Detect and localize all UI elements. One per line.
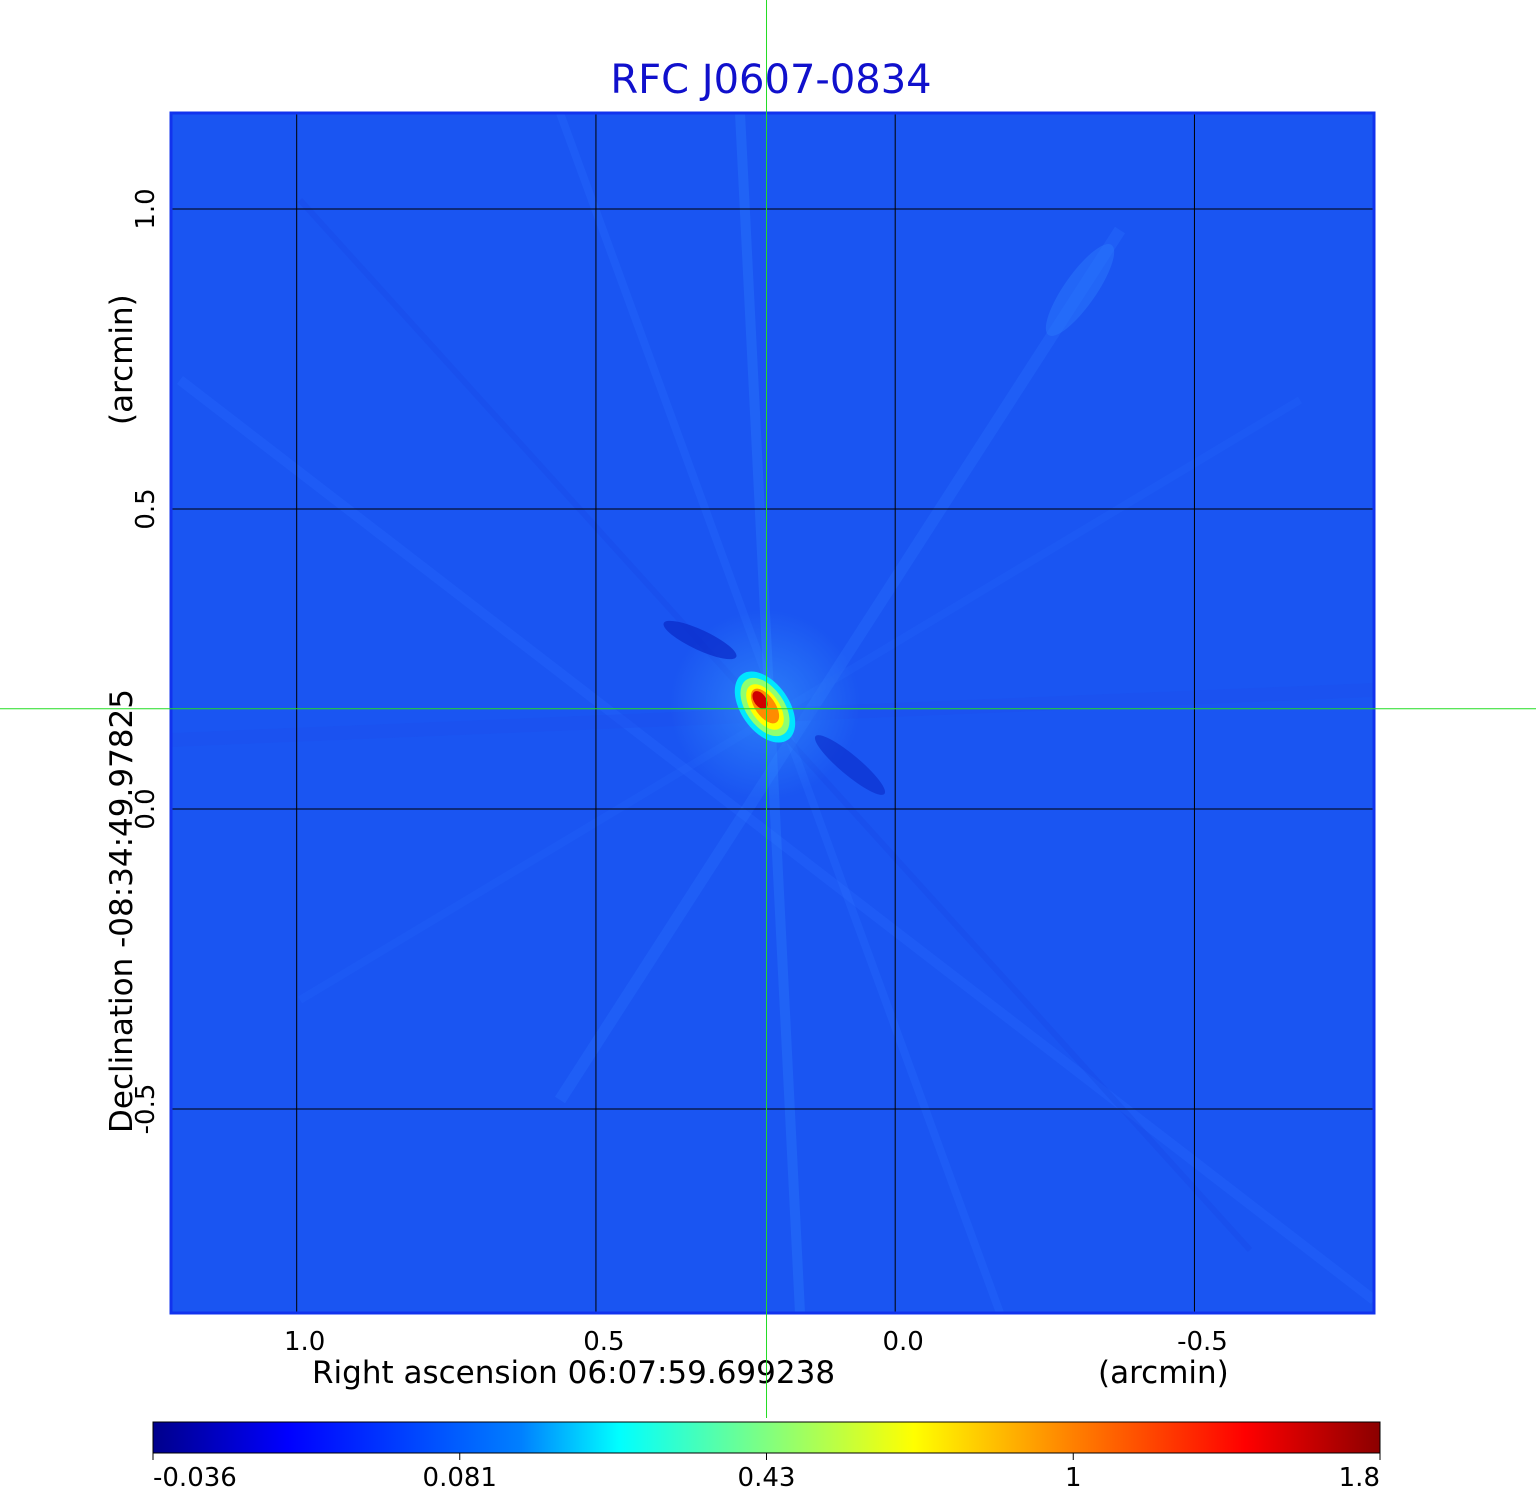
x-tick-label: 0.5 (583, 1327, 624, 1357)
x-tick-label: 1.0 (284, 1327, 325, 1357)
x-tick-label: -0.5 (1177, 1327, 1228, 1357)
x-tick-labels: 1.0 0.5 0.0 -0.5 (284, 1327, 1228, 1357)
colorbar-gradient (152, 1421, 1381, 1454)
y-tick-labels: 1.0 0.5 0.0 -0.5 (131, 188, 161, 1134)
peak-source (734, 671, 796, 743)
coordinate-grid (171, 113, 1374, 1313)
colorbar-tick-label: 1 (1065, 1463, 1082, 1493)
x-axis-label: Right ascension 06:07:59.699238 (312, 1355, 835, 1391)
y-tick-label: 1.0 (131, 188, 161, 229)
colorbar: -0.036 0.081 0.43 1 1.8 (152, 1421, 1381, 1493)
y-tick-label: -0.5 (131, 1084, 161, 1135)
x-tick-label: 0.0 (883, 1327, 924, 1357)
colorbar-tick-label: 0.081 (423, 1463, 497, 1493)
colorbar-tick-label: 1.8 (1339, 1463, 1380, 1493)
y-tick-label: 0.5 (131, 488, 161, 529)
y-axis-unit: (arcmin) (104, 294, 140, 425)
colorbar-tick-label: -0.036 (153, 1463, 237, 1493)
colorbar-tick-label: 0.43 (738, 1463, 796, 1493)
crosshair (0, 0, 1536, 1418)
x-axis-unit: (arcmin) (1098, 1355, 1229, 1391)
y-tick-label: 0.0 (131, 788, 161, 829)
colorbar-tick-labels: -0.036 0.081 0.43 1 1.8 (152, 1453, 1381, 1493)
chart-title: RFC J0607-0834 (610, 57, 931, 103)
plot-frame (169, 111, 1376, 1315)
plot-area (171, 113, 1374, 1313)
y-axis-label: Declination -08:34:49.97825 (104, 689, 140, 1133)
